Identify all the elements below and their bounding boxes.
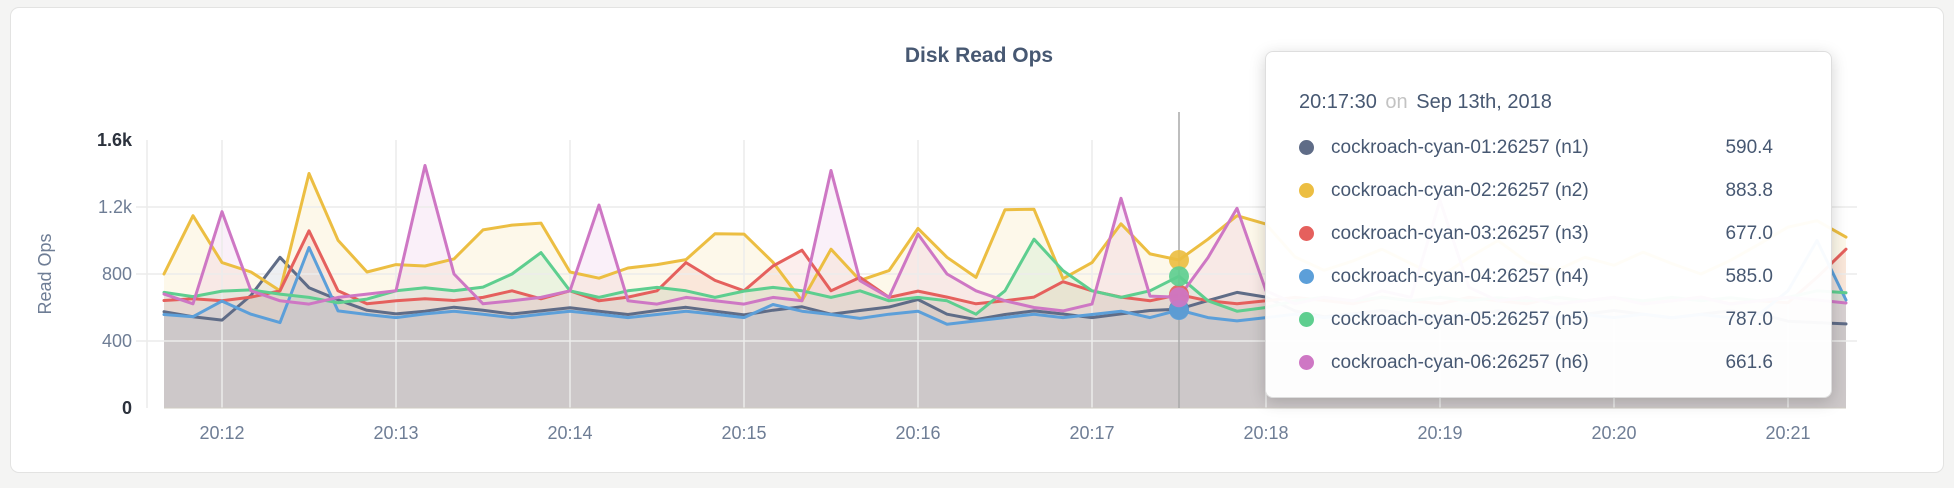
x-axis-tick-label: 20:15 bbox=[721, 423, 766, 443]
tooltip-series-row: cockroach-cyan-04:26257 (n4) 585.0 bbox=[1299, 255, 1799, 298]
tooltip-series-name: cockroach-cyan-01:26257 (n1) bbox=[1331, 136, 1589, 158]
x-axis-tick-label: 20:19 bbox=[1417, 423, 1462, 443]
tooltip-series-row: cockroach-cyan-01:26257 (n1) 590.4 bbox=[1299, 126, 1799, 169]
hover-dot-n2 bbox=[1169, 250, 1189, 270]
y-axis-tick-label: 1.6k bbox=[97, 130, 133, 150]
tooltip-time: 20:17:30 bbox=[1299, 91, 1377, 113]
series-dot-icon bbox=[1299, 140, 1314, 155]
tooltip-series-value: 677.0 bbox=[1725, 222, 1773, 244]
y-axis-tick-label: 800 bbox=[102, 264, 132, 284]
series-dot-icon bbox=[1299, 355, 1314, 370]
chart-title: Disk Read Ops bbox=[905, 44, 1053, 67]
tooltip-series-name: cockroach-cyan-03:26257 (n3) bbox=[1331, 222, 1589, 244]
x-axis-tick-label: 20:14 bbox=[547, 423, 592, 443]
tooltip-series-row: cockroach-cyan-06:26257 (n6) 661.6 bbox=[1299, 341, 1799, 384]
hover-dot-n6 bbox=[1169, 287, 1189, 308]
series-dot-icon bbox=[1299, 183, 1314, 198]
hover-tooltip: 20:17:30 on Sep 13th, 2018 cockroach-cya… bbox=[1265, 51, 1832, 398]
x-axis-tick-label: 20:21 bbox=[1765, 423, 1810, 443]
tooltip-series-value: 883.8 bbox=[1725, 179, 1773, 201]
x-axis-tick-label: 20:17 bbox=[1069, 423, 1114, 443]
tooltip-preposition: on bbox=[1385, 91, 1408, 113]
tooltip-series-name: cockroach-cyan-04:26257 (n4) bbox=[1331, 265, 1589, 287]
x-axis-tick-label: 20:20 bbox=[1591, 423, 1636, 443]
y-axis-tick-label: 0 bbox=[122, 398, 132, 418]
x-axis-tick-label: 20:12 bbox=[199, 423, 244, 443]
series-dot-icon bbox=[1299, 226, 1314, 241]
hover-dot-n5 bbox=[1169, 266, 1189, 287]
tooltip-date: Sep 13th, 2018 bbox=[1416, 91, 1552, 113]
tooltip-series-row: cockroach-cyan-05:26257 (n5) 787.0 bbox=[1299, 298, 1799, 341]
tooltip-series-name: cockroach-cyan-02:26257 (n2) bbox=[1331, 179, 1589, 201]
tooltip-title: 20:17:30 on Sep 13th, 2018 bbox=[1299, 90, 1799, 114]
series-dot-icon bbox=[1299, 269, 1314, 284]
tooltip-series-list: cockroach-cyan-01:26257 (n1) 590.4 cockroa… bbox=[1299, 126, 1799, 384]
series-dot-icon bbox=[1299, 312, 1314, 327]
x-axis-tick-label: 20:18 bbox=[1243, 423, 1288, 443]
x-axis-tick-label: 20:16 bbox=[895, 423, 940, 443]
tooltip-series-name: cockroach-cyan-06:26257 (n6) bbox=[1331, 351, 1589, 373]
y-axis-tick-label: 1.2k bbox=[98, 197, 133, 217]
tooltip-series-value: 661.6 bbox=[1725, 351, 1773, 373]
tooltip-series-row: cockroach-cyan-02:26257 (n2) 883.8 bbox=[1299, 169, 1799, 212]
tooltip-series-value: 787.0 bbox=[1725, 308, 1773, 330]
tooltip-series-value: 590.4 bbox=[1725, 136, 1773, 158]
y-axis-title: Read Ops bbox=[35, 233, 55, 314]
tooltip-series-name: cockroach-cyan-05:26257 (n5) bbox=[1331, 308, 1589, 330]
tooltip-series-value: 585.0 bbox=[1725, 265, 1773, 287]
tooltip-series-row: cockroach-cyan-03:26257 (n3) 677.0 bbox=[1299, 212, 1799, 255]
x-axis-tick-label: 20:13 bbox=[373, 423, 418, 443]
y-axis-tick-label: 400 bbox=[102, 331, 132, 351]
